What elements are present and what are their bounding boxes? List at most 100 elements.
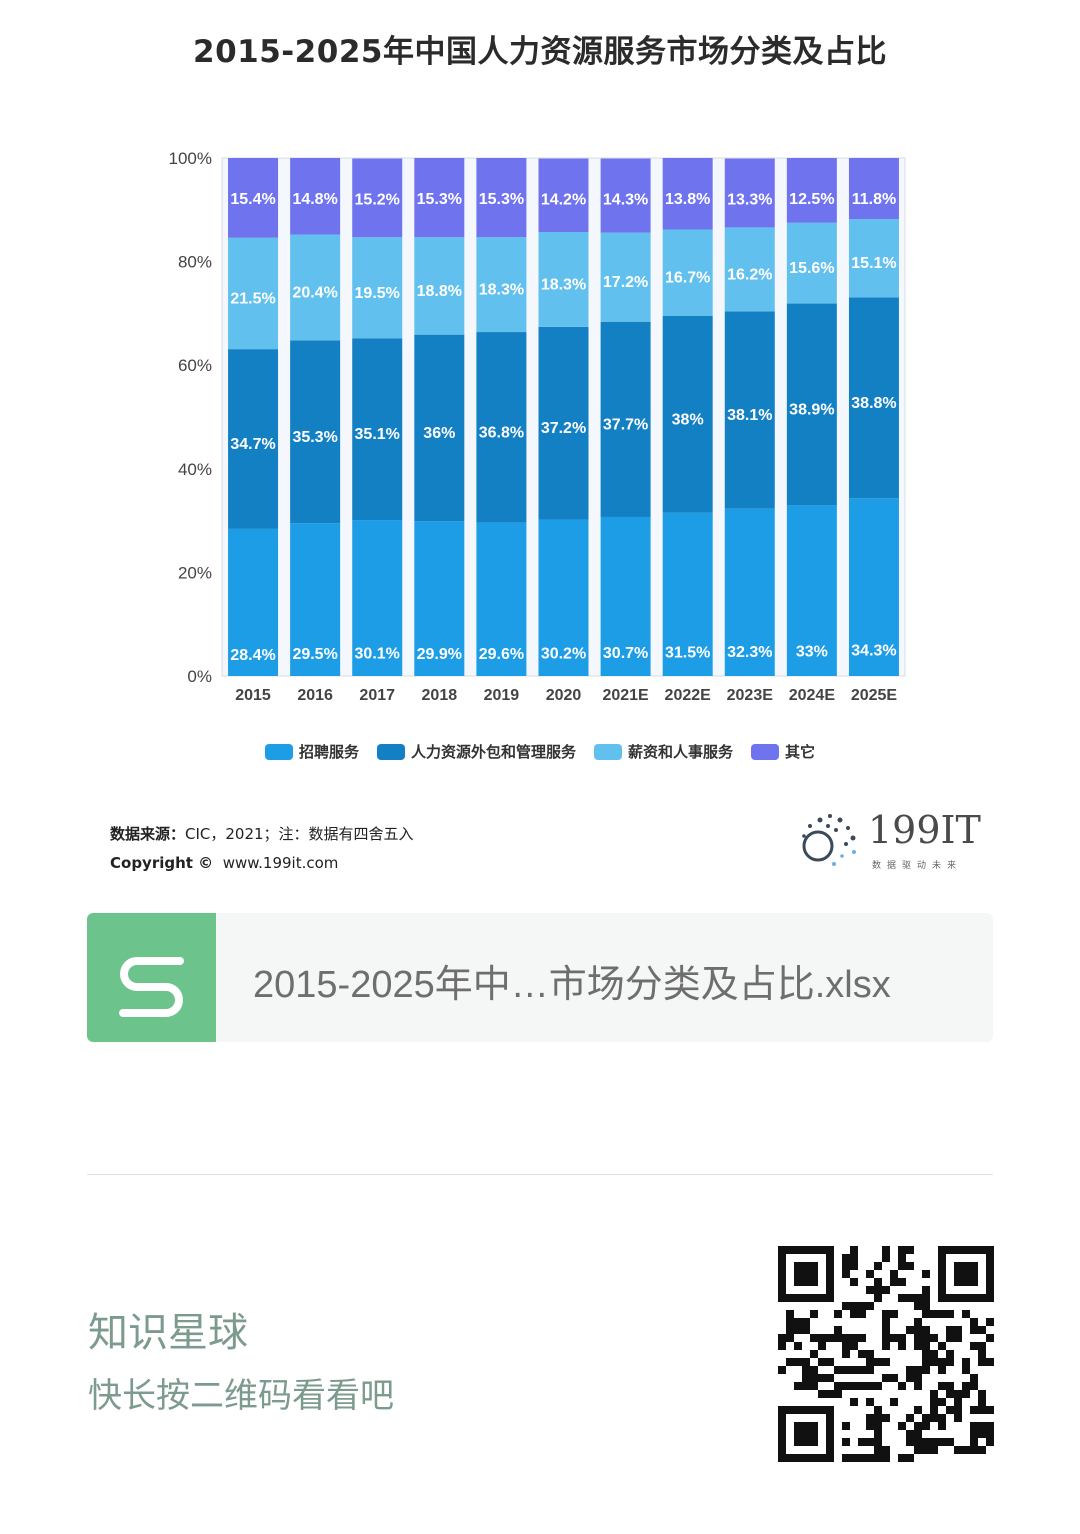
bar-segment [290,158,341,235]
data-label: 13.3% [727,192,772,209]
data-label: 15.3% [479,191,524,208]
legend-label: 薪资和人事服务 [628,743,734,761]
bar-segment [786,505,837,676]
bar-segment [600,321,651,517]
data-label: 32.3% [727,644,772,661]
bar-segment [538,158,589,233]
bar-segment [414,237,465,335]
data-label: 14.8% [292,191,337,208]
data-label: 38.9% [789,401,834,418]
data-label: 38% [672,411,704,428]
file-attachment-card[interactable]: 2015-2025年中…市场分类及占比.xlsx [87,913,993,1042]
legend-item: 薪资和人事服务 [594,741,733,762]
bar-segment [662,315,713,513]
bar-segment [724,158,775,228]
x-tick-label: 2017 [359,687,395,704]
bar-segment [848,219,899,298]
bar-segment [538,326,589,520]
bar-segment [538,519,589,676]
y-tick-label: 40% [178,460,212,479]
qr-code[interactable] [778,1246,994,1462]
logo-text: 199IT [868,808,981,852]
x-tick-label: 2025E [851,687,898,704]
source-text: CIC，2021；注：数据有四舍五入 [185,825,414,843]
bar-segment [290,234,341,341]
x-tick-label: 2022E [665,687,712,704]
y-tick-label: 80% [178,253,212,272]
data-label: 29.9% [417,646,462,663]
bar-segment [414,158,465,238]
x-tick-label: 2015 [235,687,271,704]
bar-segment [290,340,341,524]
y-tick-label: 20% [178,563,212,582]
data-label: 15.2% [355,192,400,209]
legend-swatch [264,743,293,760]
data-label: 14.3% [603,192,648,209]
x-tick-label: 2024E [789,687,836,704]
source-note: 数据来源：CIC，2021；注：数据有四舍五入 Copyright © www.… [110,820,414,878]
divider [87,1174,993,1175]
legend-item: 其它 [751,741,815,762]
bar-segment [848,158,899,220]
data-label: 15.6% [789,260,834,277]
x-tick-label: 2018 [422,687,458,704]
legend-item: 招聘服务 [264,741,359,762]
legend-label: 人力资源外包和管理服务 [410,743,576,761]
data-label: 36.8% [479,424,524,441]
logo-tagline: 数据驱动未来 [872,861,963,871]
data-label: 38.1% [727,407,772,424]
bar-segment [724,508,775,676]
data-label: 30.1% [355,646,400,663]
data-label: 18.3% [479,282,524,299]
legend-label: 其它 [785,743,816,761]
data-label: 30.7% [603,645,648,662]
bar-segment [352,338,403,521]
data-label: 15.3% [417,191,462,208]
bar-segment [476,332,527,523]
bar-segment [848,297,899,499]
copyright-label: Copyright © [110,854,214,872]
data-label: 18.3% [541,276,586,293]
data-label: 16.7% [665,270,710,287]
bar-segment [724,227,775,312]
bar-segment [724,311,775,509]
bar-segment [228,528,279,676]
promo-subtitle: 快长按二维码看看吧 [88,1376,394,1416]
source-url: www.199it.com [222,854,339,872]
chart-title: 2015-2025年中国人力资源服务市场分类及占比 [193,34,887,70]
data-label: 35.3% [292,429,337,446]
y-tick-label: 60% [178,356,212,375]
data-label: 36% [423,425,455,442]
y-tick-label: 0% [187,667,212,686]
bar-segment [290,523,341,676]
bar-segment [786,303,837,506]
source-label: 数据来源： [110,825,186,843]
data-label: 33% [796,643,828,660]
data-label: 28.4% [230,647,275,664]
data-label: 34.3% [851,642,896,659]
bar-segment [786,222,837,304]
bar-segment [600,516,651,676]
x-tick-label: 2023E [727,687,774,704]
bar-segment [600,232,651,322]
stacked-bar-chart: 0% 20% 40% 60% 80% 100% 28.4% 34.7% 21.5% 15.4% 20… [169,149,906,704]
bar-segment [476,522,527,676]
bar-segment [538,232,589,327]
data-label: 17.2% [603,274,648,291]
bar-segment [414,521,465,676]
x-tick-label: 2020 [546,687,582,704]
bar-segment [600,158,651,233]
data-label: 34.7% [230,436,275,453]
bar-segment [662,512,713,676]
legend-swatch [751,743,780,760]
x-tick-label: 2016 [297,687,333,704]
x-tick-label: 2019 [484,687,520,704]
bar-segment [352,520,403,676]
data-label: 38.8% [851,395,896,412]
data-label: 37.7% [603,416,648,433]
y-tick-label: 100% [169,149,212,168]
bar-segment [352,158,403,238]
data-label: 20.4% [292,285,337,302]
bar-segment [228,237,279,350]
bar-segment [476,237,527,333]
